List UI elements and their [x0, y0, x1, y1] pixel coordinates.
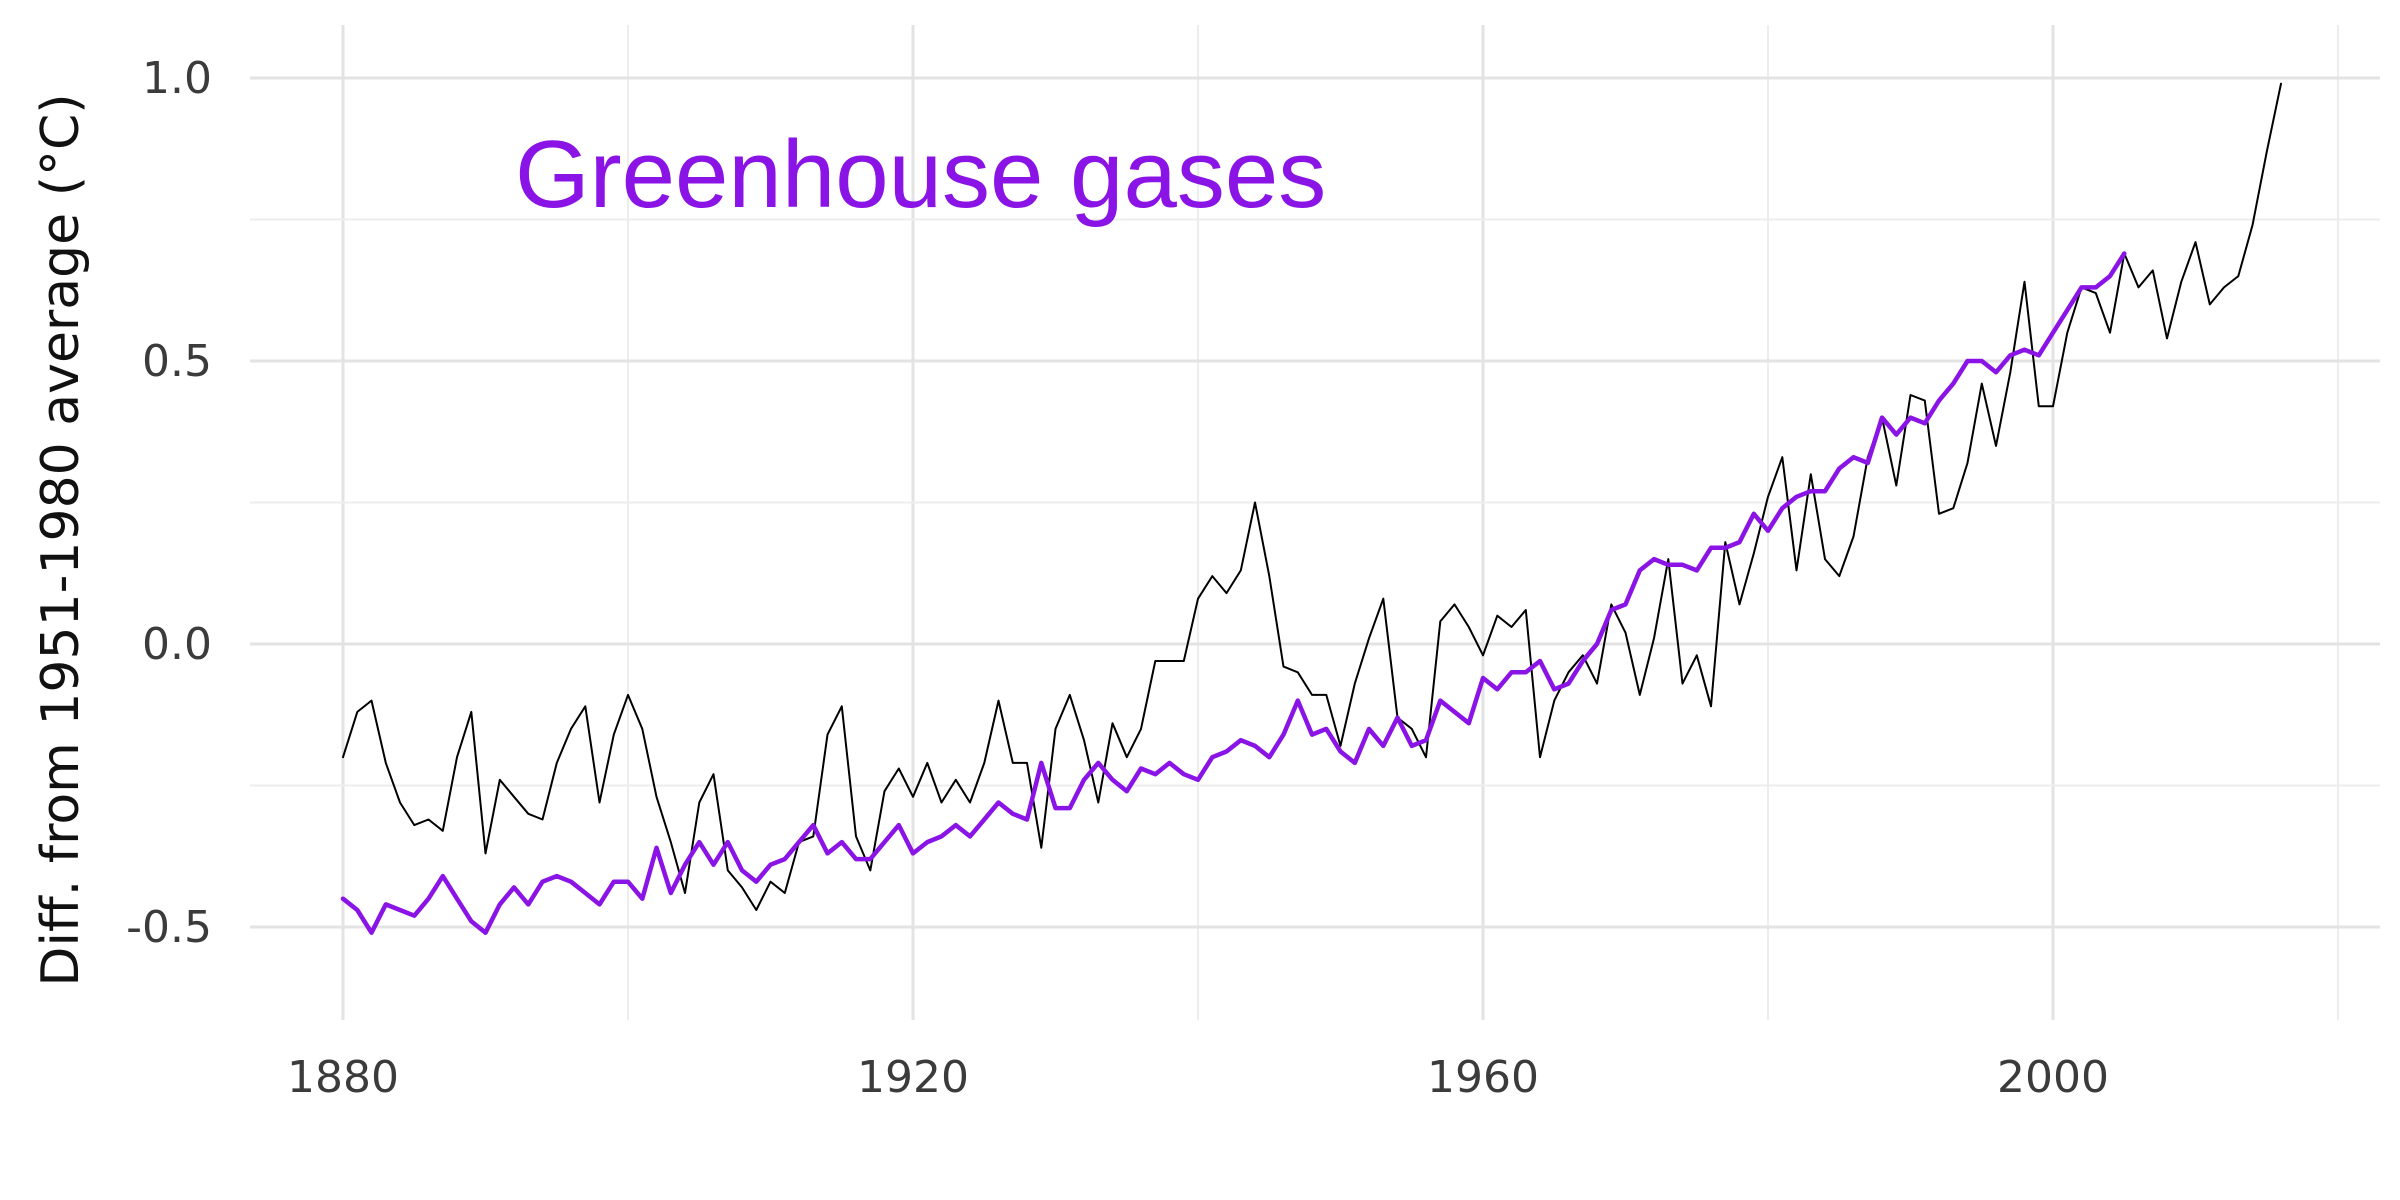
- y-tick-label: 0.0: [142, 619, 212, 670]
- x-tick-label: 1880: [287, 1052, 399, 1103]
- y-axis-ticks: -0.5 0.0 0.5 1.0: [126, 53, 212, 953]
- y-axis-label: Diff. from 1951-1980 average (°C): [31, 93, 91, 986]
- greenhouse-gases-annotation: Greenhouse gases: [515, 121, 1326, 228]
- y-tick-label: 1.0: [142, 53, 212, 104]
- x-axis-ticks: 1880 1920 1960 2000: [287, 1052, 2109, 1103]
- series-line-greenhouse-gases: [343, 254, 2124, 933]
- y-tick-label: -0.5: [126, 902, 212, 953]
- y-tick-label: 0.5: [142, 336, 212, 387]
- x-tick-label: 2000: [1997, 1052, 2109, 1103]
- series-greenhouse-gases: [343, 253, 2124, 932]
- x-tick-label: 1960: [1427, 1052, 1539, 1103]
- x-tick-label: 1920: [857, 1052, 969, 1103]
